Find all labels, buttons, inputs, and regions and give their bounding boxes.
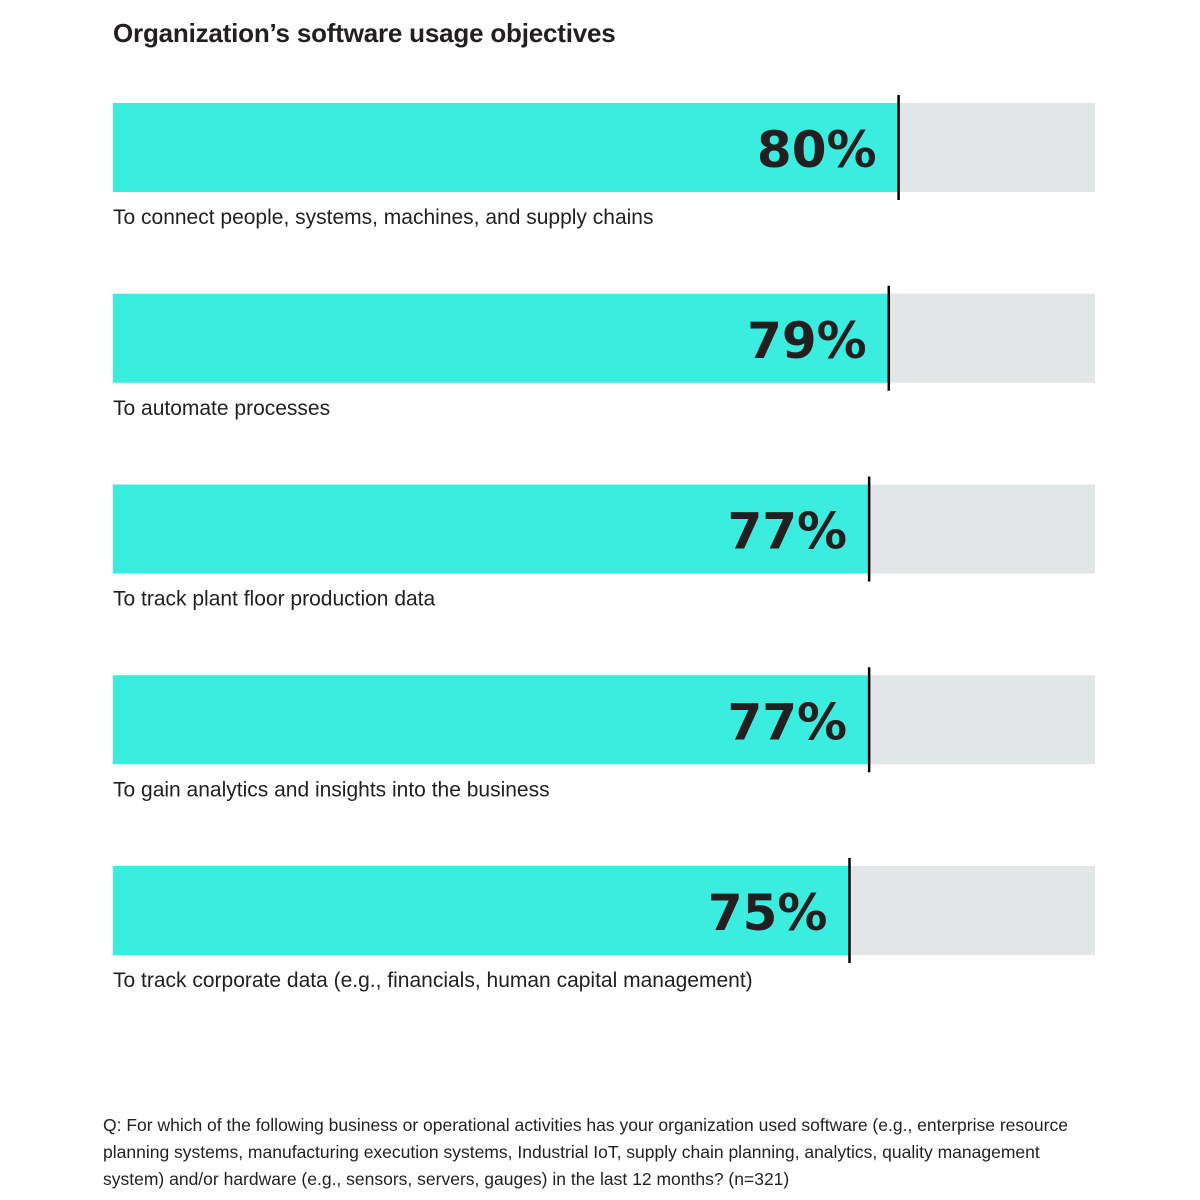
bar-row: 75% To track corporate data (e.g., financ… — [113, 858, 1095, 992]
bar-fill — [113, 293, 889, 383]
value-label: 77% — [727, 693, 847, 751]
bar-row: 77% To track plant floor production data — [113, 476, 1095, 611]
chart-title: Organization’s software usage objectives — [113, 18, 616, 48]
value-label: 79% — [747, 312, 867, 370]
survey-question-footnote: Q: For which of the following business o… — [103, 1115, 1068, 1189]
category-label: To track corporate data (e.g., financial… — [113, 969, 753, 992]
value-label: 77% — [727, 503, 847, 561]
bar-row: 77% To gain analytics and insights into t… — [113, 667, 1095, 801]
bar-row: 79% To automate processes — [113, 285, 1095, 420]
category-label: To automate processes — [113, 397, 330, 420]
bar-fill — [113, 103, 899, 192]
bar-row: 80% To connect people, systems, machines,… — [113, 95, 1095, 229]
category-label: To connect people, systems, machines, an… — [113, 206, 653, 229]
bar-chart: 80% To connect people, systems, machines,… — [113, 95, 1095, 992]
value-label: 80% — [757, 121, 877, 179]
category-label: To gain analytics and insights into the … — [113, 778, 550, 801]
bar-fill — [113, 675, 870, 765]
category-label: To track plant floor production data — [113, 588, 436, 611]
bar-fill — [113, 866, 850, 955]
value-label: 75% — [708, 884, 828, 942]
bar-fill — [113, 484, 870, 574]
